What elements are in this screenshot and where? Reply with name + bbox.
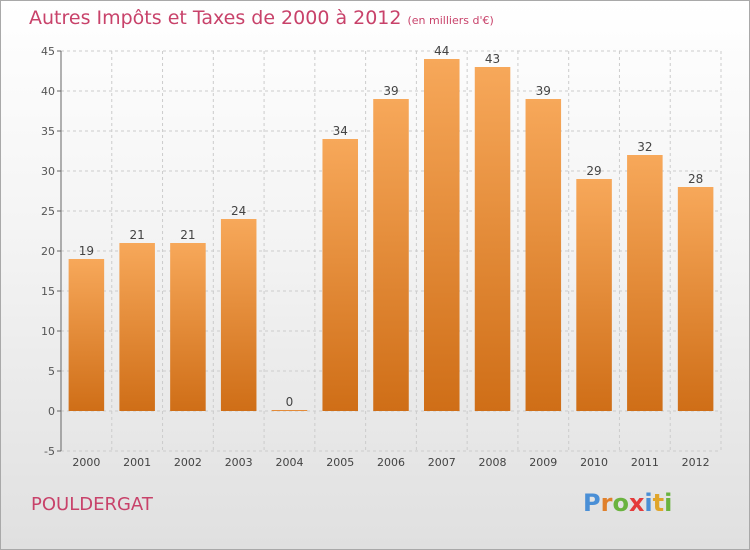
data-label: 32 xyxy=(637,140,652,154)
bar-2002 xyxy=(170,243,206,411)
y-tick-label: -5 xyxy=(44,445,55,458)
chart-title-main: Autres Impôts et Taxes de 2000 à 2012 xyxy=(29,7,402,29)
data-label: 19 xyxy=(79,244,94,258)
x-tick-label: 2004 xyxy=(275,456,303,469)
logo-letter: P xyxy=(583,489,601,517)
data-label: 34 xyxy=(333,124,348,138)
x-tick-label: 2000 xyxy=(72,456,100,469)
chart-title: Autres Impôts et Taxes de 2000 à 2012 (en… xyxy=(29,7,494,29)
logo-letter: o xyxy=(612,489,629,517)
x-tick-label: 2001 xyxy=(123,456,151,469)
x-tick-label: 2012 xyxy=(682,456,710,469)
bar-2004 xyxy=(271,410,308,411)
logo-letter: i xyxy=(664,489,673,517)
bar-2006 xyxy=(373,99,409,411)
y-tick-label: 10 xyxy=(41,325,55,338)
x-tick-label: 2007 xyxy=(428,456,456,469)
y-tick-label: 25 xyxy=(41,205,55,218)
data-label: 39 xyxy=(536,84,551,98)
y-tick-label: 40 xyxy=(41,85,55,98)
x-tick-label: 2008 xyxy=(479,456,507,469)
x-tick-label: 2009 xyxy=(529,456,557,469)
data-label: 29 xyxy=(586,164,601,178)
data-label: 21 xyxy=(180,228,195,242)
logo-letter: r xyxy=(600,489,613,517)
x-tick-label: 2011 xyxy=(631,456,659,469)
bar-2007 xyxy=(424,59,460,411)
commune-name: POULDERGAT xyxy=(31,494,153,515)
logo-letter: t xyxy=(652,489,665,517)
data-label: 44 xyxy=(434,44,449,58)
y-tick-label: 20 xyxy=(41,245,55,258)
proxiti-logo: Proxiti xyxy=(583,489,672,517)
y-tick-label: 30 xyxy=(41,165,55,178)
data-label: 24 xyxy=(231,204,246,218)
data-label: 21 xyxy=(130,228,145,242)
logo-letter: x xyxy=(628,489,645,517)
bar-2001 xyxy=(119,243,155,411)
bar-2000 xyxy=(68,259,105,411)
data-label: 28 xyxy=(688,172,703,186)
x-tick-label: 2005 xyxy=(326,456,354,469)
data-label: 43 xyxy=(485,52,500,66)
x-tick-label: 2002 xyxy=(174,456,202,469)
bar-2010 xyxy=(576,179,612,411)
bar-2012 xyxy=(677,187,714,411)
logo-letter: i xyxy=(644,489,653,517)
y-tick-label: 5 xyxy=(48,365,55,378)
bar-2011 xyxy=(627,155,663,411)
y-tick-label: 0 xyxy=(48,405,55,418)
x-tick-label: 2006 xyxy=(377,456,405,469)
bar-2009 xyxy=(525,99,562,411)
data-label: 0 xyxy=(286,395,294,409)
bar-2005 xyxy=(322,139,358,411)
y-tick-label: 35 xyxy=(41,125,55,138)
x-tick-label: 2003 xyxy=(225,456,253,469)
data-label: 39 xyxy=(383,84,398,98)
y-tick-label: 45 xyxy=(41,45,55,58)
x-tick-label: 2010 xyxy=(580,456,608,469)
chart-title-unit: (en milliers d'€) xyxy=(407,14,494,27)
bar-2008 xyxy=(474,67,511,411)
y-tick-label: 15 xyxy=(41,285,55,298)
bar-2003 xyxy=(220,219,257,411)
